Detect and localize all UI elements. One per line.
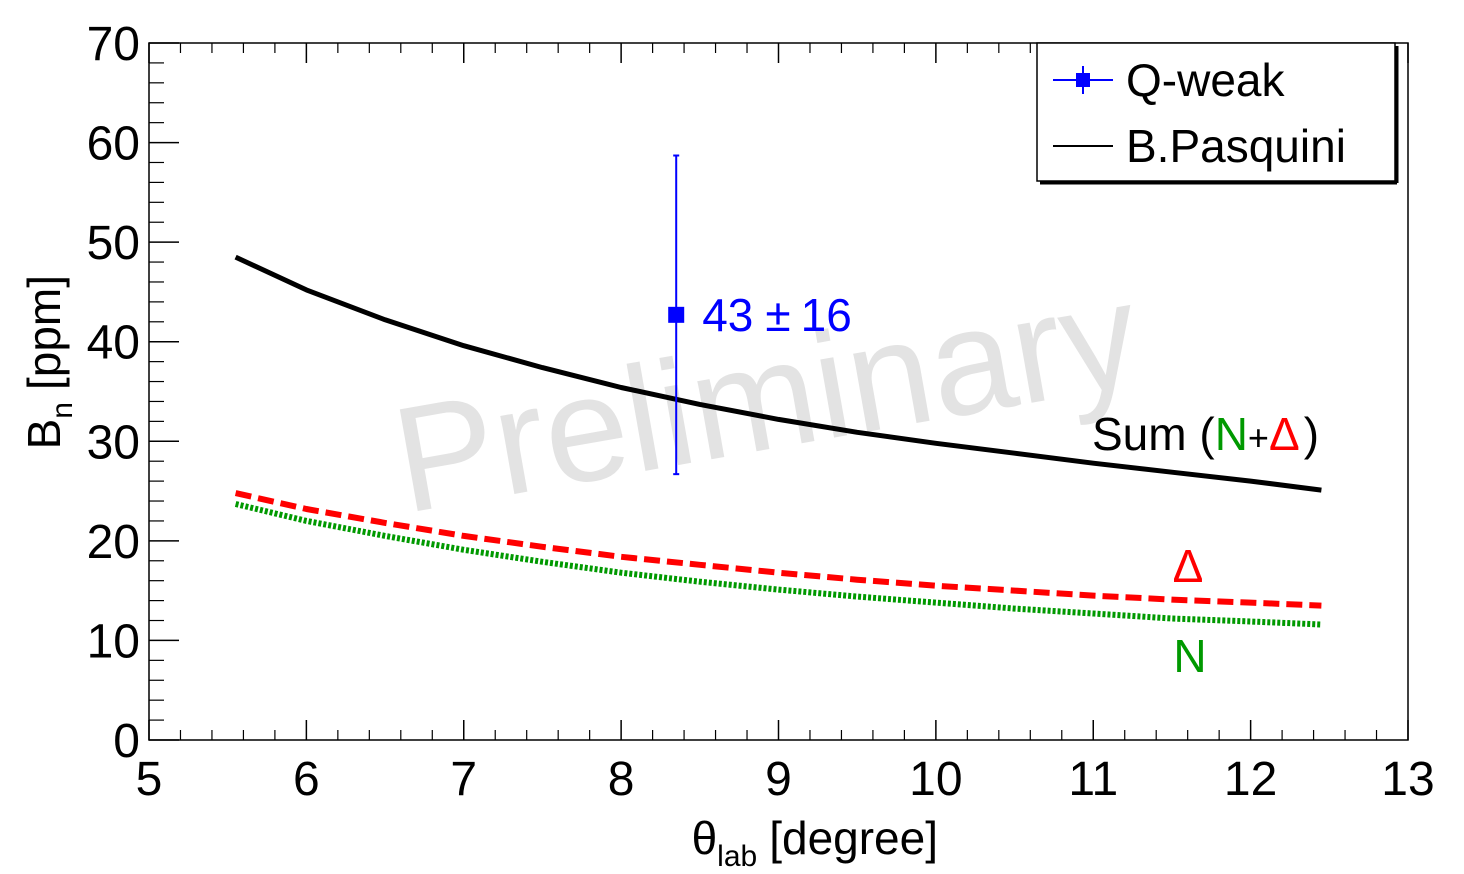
x-tick-label: 11	[1068, 753, 1118, 806]
legend-qweak-label: Q-weak	[1126, 54, 1285, 106]
qweak-err: 16	[801, 289, 852, 341]
legend-pasquini-label: B.Pasquini	[1126, 120, 1346, 172]
y-tick-label: 30	[87, 416, 140, 469]
n-annotation: N	[1173, 630, 1206, 682]
x-tick-label: 9	[765, 753, 792, 806]
y-tick-label: 10	[87, 615, 140, 668]
legend-box	[1036, 42, 1396, 182]
sum-prefix: Sum (	[1092, 408, 1215, 460]
x-tick-label: 7	[450, 753, 477, 806]
axis-ticks	[148, 42, 1409, 741]
qweak-pm: ±	[765, 289, 790, 341]
x-axis-unit: [degree]	[769, 812, 938, 864]
x-tick-label: 13	[1381, 753, 1434, 806]
x-tick-labels: 5 6 7 8 9 10 11 12 13	[136, 753, 1435, 806]
y-tick-label: 50	[87, 217, 140, 270]
y-tick-label: 0	[113, 715, 140, 768]
x-tick-label: 8	[608, 753, 635, 806]
sum-curve	[234, 254, 1322, 493]
x-axis-subscript: lab	[717, 840, 757, 873]
y-axis-unit: [ppm]	[18, 275, 70, 390]
y-tick-label: 70	[87, 18, 140, 71]
qweak-point-group	[668, 154, 685, 476]
legend-item-qweak: Q-weak	[1053, 54, 1285, 106]
sum-delta: Δ	[1269, 408, 1300, 460]
sum-plus: +	[1248, 417, 1269, 458]
x-axis-title: θlab [degree]	[692, 812, 938, 873]
y-tick-label: 20	[87, 516, 140, 569]
sum-suffix: )	[1304, 408, 1319, 460]
qweak-value: 43	[702, 289, 753, 341]
legend-qweak-marker	[1076, 73, 1090, 87]
y-axis-title: Bn [ppm]	[18, 275, 79, 449]
sum-annotation: Sum (N+Δ)	[1092, 408, 1319, 460]
y-tick-labels: 0 10 20 30 40 50 60 70	[87, 18, 140, 768]
x-tick-label: 10	[909, 753, 962, 806]
qweak-value-label: 43 ±16	[702, 289, 852, 341]
n-curve	[234, 501, 1322, 628]
legend-item-pasquini: B.Pasquini	[1053, 120, 1346, 172]
y-axis-symbol: B	[18, 419, 70, 450]
x-tick-label: 6	[293, 753, 320, 806]
y-tick-label: 60	[87, 118, 140, 171]
legend: Q-weak B.Pasquini	[1036, 42, 1399, 185]
y-axis-subscript: n	[46, 402, 79, 419]
series-group	[234, 254, 1322, 628]
y-tick-label: 40	[87, 317, 140, 370]
delta-annotation: Δ	[1173, 540, 1204, 592]
x-axis-symbol: θ	[692, 812, 718, 864]
qweak-marker	[668, 306, 685, 323]
x-tick-label: 12	[1224, 753, 1277, 806]
sum-n: N	[1215, 408, 1248, 460]
x-tick-label: 5	[136, 753, 163, 806]
